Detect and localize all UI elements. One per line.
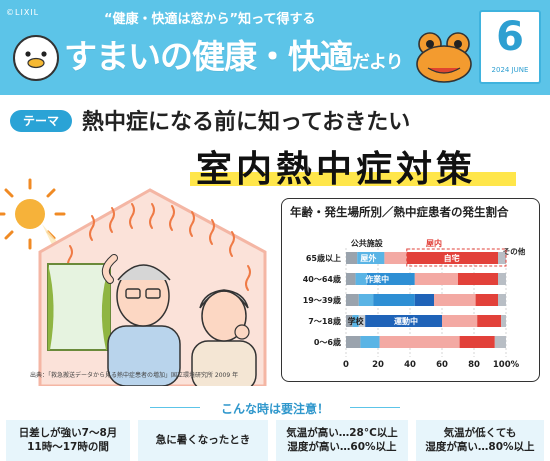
hot-room-illustration: [0, 178, 267, 386]
caution-item: 気温が低くても 湿度が高い…80%以上: [416, 420, 544, 461]
header-catchphrase: “健康・快適は窓から”知って得する: [104, 12, 316, 27]
caution-item: 急に暑くなったとき: [138, 420, 268, 461]
caution-item-line1: 日差しが強い7〜8月: [18, 427, 118, 439]
caution-boxes: 日差しが強い7〜8月 11時〜17時の間 急に暑くなったとき 気温が高い…28°…: [0, 420, 550, 461]
brand-mark: ©LIXIL: [6, 8, 40, 17]
caution-title: こんな時は要注意！: [220, 402, 329, 416]
caution-item: 日差しが強い7〜8月 11時〜17時の間: [6, 420, 130, 461]
theme-subtitle: 熱中症になる前に知っておきたい: [82, 110, 411, 135]
caution-item-line2: 湿度が高い…60%以上: [287, 441, 397, 453]
issue-month: 6: [496, 14, 524, 60]
theme-headline: 室内熱中症対策: [196, 149, 477, 190]
issue-month-box: 6 2024 JUNE: [479, 10, 541, 84]
window-icon: [47, 263, 111, 351]
caution-item-line1: 気温が高い…28°C以上: [286, 427, 398, 439]
caution-item-line1: 急に暑くなったとき: [155, 434, 251, 446]
duck-mascot-icon: [13, 35, 59, 81]
elderly-woman-figure: [191, 289, 257, 386]
title-small: だより: [352, 52, 404, 73]
frog-mascot-icon: [416, 32, 472, 83]
newsletter-title: すまいの健康・快適だより: [64, 30, 404, 78]
theme-tag: テーマ: [10, 110, 72, 132]
caution-divider: [150, 407, 400, 408]
issue-date: 2024 JUNE: [491, 66, 529, 74]
caution-item: 気温が高い…28°C以上 湿度が高い…60%以上: [276, 420, 408, 461]
chart-source: 出典：「救急搬送データから見る熱中症患者の増加」国立環境研究所 2009 年: [30, 372, 239, 379]
chart-title: 年齢・発生場所別／熱中症患者の発生割合: [290, 205, 509, 219]
title-main: すまいの健康・快適: [64, 37, 353, 76]
elderly-man-figure: [101, 254, 181, 386]
heatstroke-chart-card: 年齢・発生場所別／熱中症患者の発生割合: [281, 198, 540, 382]
caution-item-line2: 11時〜17時の間: [27, 441, 109, 453]
headline-highlight: [190, 172, 516, 186]
newsletter-header: ©LIXIL “健康・快適は窓から”知って得する すまいの健康・快適だより 6 …: [0, 0, 550, 95]
sun-icon: [0, 178, 66, 250]
caution-item-line1: 気温が低くても: [443, 427, 517, 439]
caution-item-line2: 湿度が高い…80%以上: [425, 441, 535, 453]
